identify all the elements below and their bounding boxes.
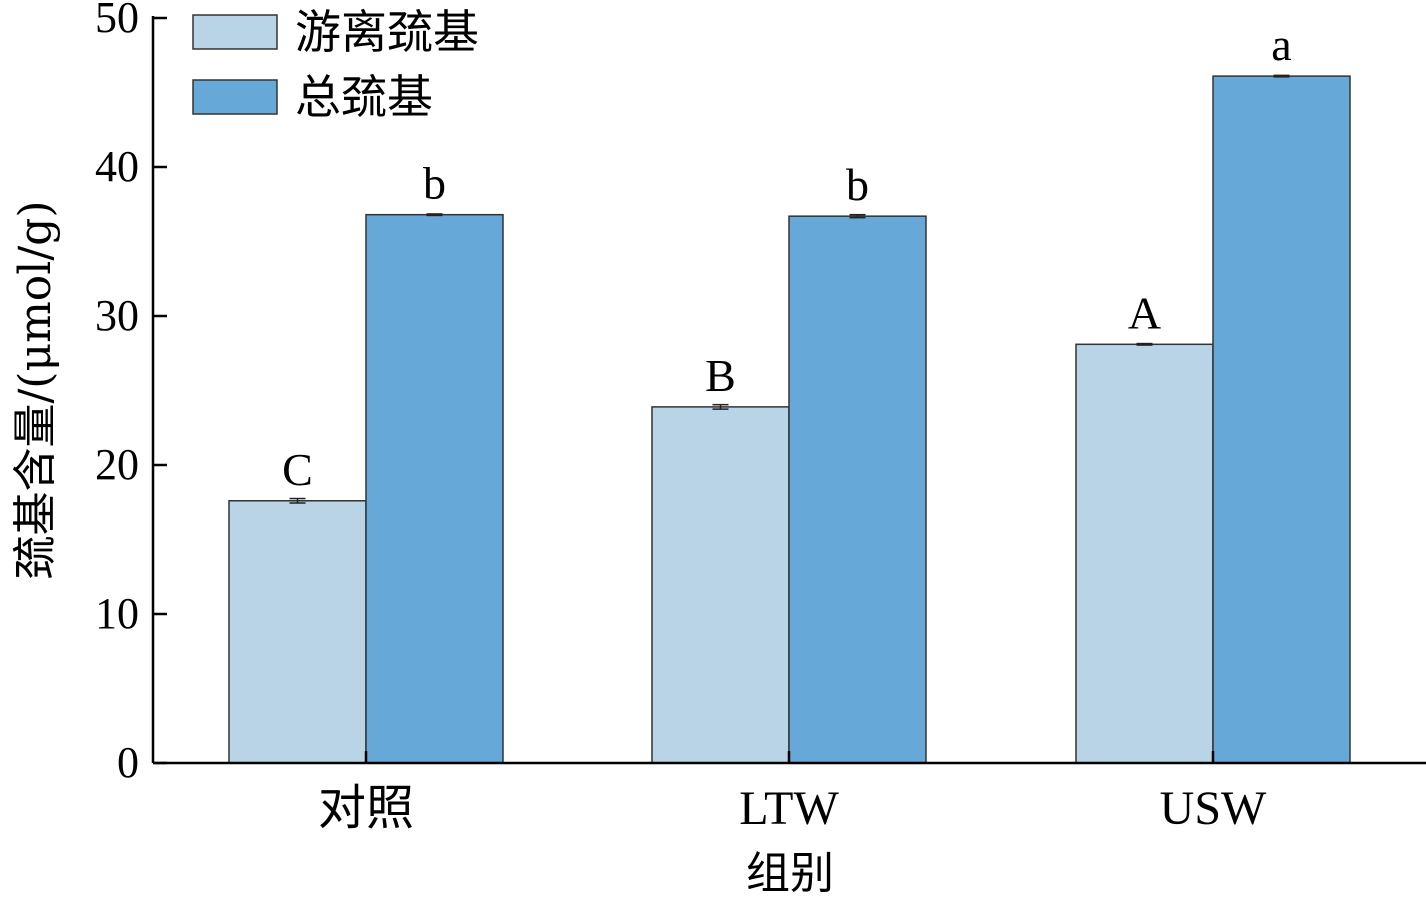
- significance-label: B: [705, 350, 736, 401]
- x-tick-label: 对照: [318, 782, 414, 835]
- x-axis-title: 组别: [746, 848, 834, 899]
- significance-label: a: [1271, 19, 1291, 70]
- y-tick-label: 40: [95, 142, 139, 191]
- y-tick-label: 10: [95, 589, 139, 638]
- x-tick-label: LTW: [739, 782, 839, 835]
- axes-group: 0 10 20 30 40 50 对照 LTW USW: [95, 0, 1426, 835]
- significance-label: A: [1128, 287, 1161, 338]
- bar-total-1: [788, 215, 927, 764]
- bar-total-0: [365, 213, 504, 764]
- significance-label: C: [282, 444, 313, 495]
- legend-label-free: 游离巯基: [295, 5, 479, 59]
- legend-swatch-total: [192, 79, 278, 115]
- x-tick-label: USW: [1160, 782, 1267, 835]
- bar-free-0: [228, 500, 367, 764]
- y-tick-label: 20: [95, 440, 139, 489]
- bar-total-2: [1212, 75, 1351, 764]
- y-tick-label: 0: [117, 738, 139, 787]
- bar-free-1: [651, 406, 790, 764]
- legend-label-total: 总巯基: [295, 70, 433, 124]
- y-tick-label: 50: [95, 0, 139, 42]
- significance-label: b: [423, 158, 446, 209]
- significance-label: b: [846, 159, 869, 210]
- y-axis-title: 巯基含量/(μmol/g): [10, 200, 61, 579]
- bar-free-2: [1075, 343, 1214, 764]
- bars-group: Cb Bb Aa: [228, 19, 1351, 764]
- legend-swatch-free: [192, 14, 278, 50]
- y-tick-label: 30: [95, 291, 139, 340]
